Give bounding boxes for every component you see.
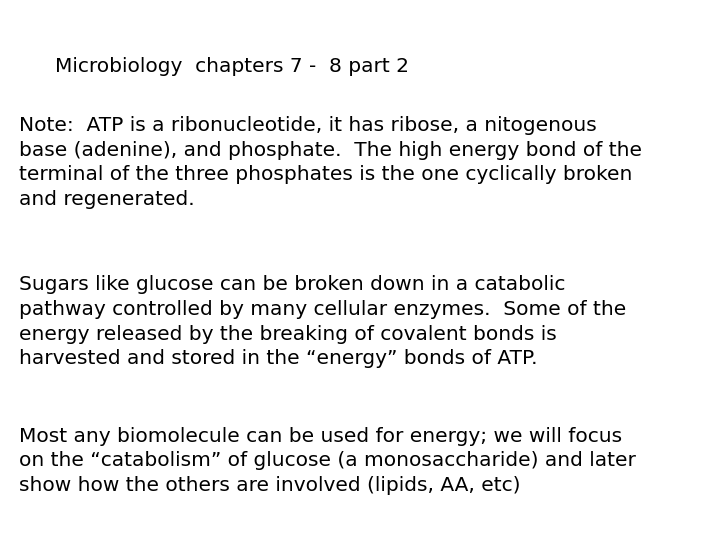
- Text: Microbiology  chapters 7 -  8 part 2: Microbiology chapters 7 - 8 part 2: [55, 57, 409, 76]
- Text: Sugars like glucose can be broken down in a catabolic
pathway controlled by many: Sugars like glucose can be broken down i…: [19, 275, 626, 368]
- Text: Most any biomolecule can be used for energy; we will focus
on the “catabolism” o: Most any biomolecule can be used for ene…: [19, 427, 636, 495]
- Text: Note:  ATP is a ribonucleotide, it has ribose, a nitogenous
base (adenine), and : Note: ATP is a ribonucleotide, it has ri…: [19, 116, 642, 209]
